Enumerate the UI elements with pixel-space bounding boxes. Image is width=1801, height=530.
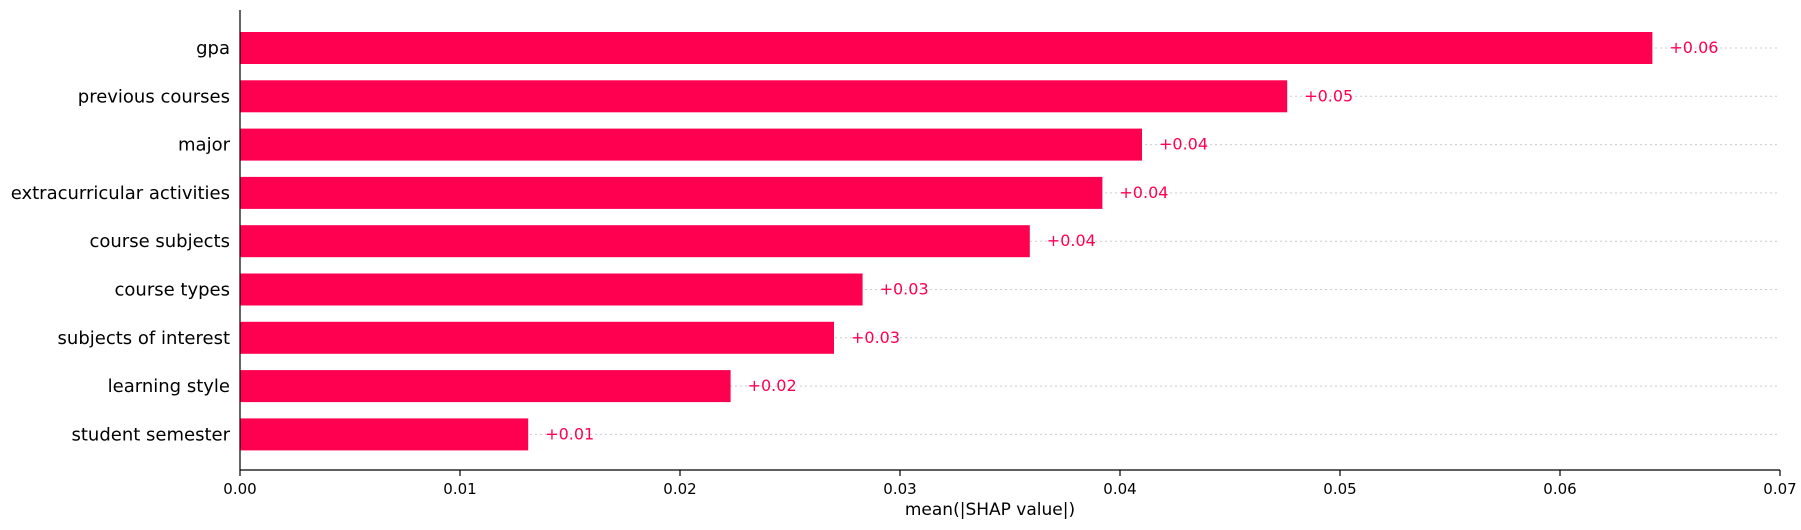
x-tick-label: 0.04 (1103, 480, 1136, 498)
value-labels: +0.06 +0.05 +0.04 +0.04 +0.04 +0.03 +0.03 +0.02… (545, 38, 1718, 443)
category-label: extracurricular activities (11, 183, 230, 204)
x-tick-label: 0.01 (443, 480, 476, 498)
bar-student-semester (240, 418, 529, 451)
bar-course-subjects (240, 225, 1030, 258)
axes: 0.00 0.01 0.02 0.03 0.04 0.05 0.06 0.07 (223, 10, 1797, 498)
bars (240, 32, 1653, 451)
value-label: +0.04 (1159, 135, 1208, 154)
value-label: +0.03 (880, 280, 929, 299)
category-label: learning style (108, 376, 230, 397)
bar-learning-style (240, 370, 731, 403)
x-tick-label: 0.02 (663, 480, 696, 498)
value-label: +0.05 (1304, 86, 1353, 105)
bar-major (240, 128, 1142, 161)
x-tick-label: 0.06 (1543, 480, 1576, 498)
x-axis-title: mean(|SHAP value|) (905, 500, 1075, 520)
category-label: course types (115, 280, 230, 301)
x-tick-label: 0.07 (1763, 480, 1796, 498)
value-label: +0.04 (1119, 183, 1168, 202)
category-label: gpa (196, 38, 230, 59)
category-label: previous courses (78, 86, 230, 107)
bar-gpa (240, 32, 1653, 64)
x-tick-label: 0.00 (223, 480, 256, 498)
category-label: subjects of interest (58, 328, 230, 349)
x-tick-label: 0.05 (1323, 480, 1356, 498)
bar-previous-courses (240, 80, 1288, 113)
bar-course-types (240, 273, 863, 306)
value-label: +0.04 (1047, 231, 1096, 250)
category-label: student semester (71, 424, 230, 445)
category-label: course subjects (89, 231, 230, 252)
category-labels: gpa previous courses major extracurricular … (11, 38, 231, 445)
value-label: +0.03 (851, 328, 900, 347)
value-label: +0.01 (545, 424, 594, 443)
bar-extracurricular-activities (240, 176, 1103, 209)
bar-subjects-of-interest (240, 321, 834, 354)
x-tick-label: 0.03 (883, 480, 916, 498)
value-label: +0.06 (1669, 38, 1718, 57)
category-label: major (178, 135, 231, 156)
value-label: +0.02 (748, 376, 797, 395)
